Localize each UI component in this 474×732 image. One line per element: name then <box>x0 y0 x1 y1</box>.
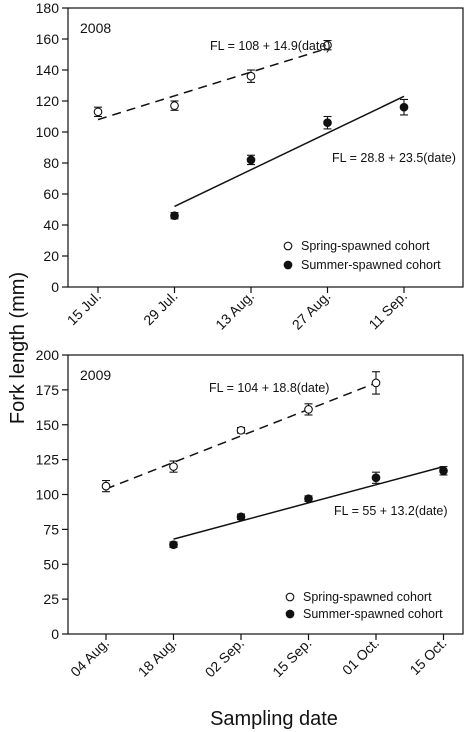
fit-equation: FL = 28.8 + 23.5(date) <box>332 151 456 165</box>
x-tick-label: 15 Jul. <box>64 288 104 328</box>
panel-label: 2009 <box>80 367 111 383</box>
data-point-summer <box>399 102 409 112</box>
y-tick-label: 140 <box>36 62 60 78</box>
data-point-spring <box>236 425 246 435</box>
y-tick-label: 20 <box>43 248 59 264</box>
data-point-summer <box>236 512 246 522</box>
fit-equation: FL = 104 + 18.8(date) <box>209 381 329 395</box>
y-tick-label: 40 <box>43 217 59 233</box>
data-point-summer <box>170 211 179 221</box>
x-tick-label: 04 Aug. <box>67 635 112 680</box>
data-point-spring <box>246 71 256 81</box>
legend-label: Summer-spawned cohort <box>301 258 441 272</box>
y-tick-label: 50 <box>43 556 59 572</box>
data-point-summer <box>304 494 313 504</box>
y-tick-label: 180 <box>36 0 60 16</box>
panel-2008: 0 20 40 60 80 100 120 140 160 180 15 Jul. 29 Jul. 13… <box>36 0 464 333</box>
x-tick-label: 18 Aug. <box>135 635 180 680</box>
y-tick-label: 200 <box>36 347 60 363</box>
data-point-summer <box>439 466 448 476</box>
data-point-spring <box>169 462 178 471</box>
legend-marker <box>285 609 295 619</box>
legend-label: Spring-spawned cohort <box>303 590 432 604</box>
y-tick-label: 160 <box>36 31 60 47</box>
data-point-spring <box>323 40 332 50</box>
legend-label: Spring-spawned cohort <box>301 239 430 253</box>
panel-2009: 0 25 50 75 100 125 150 175 200 04 Aug. 18 Aug. 02 S… <box>36 347 464 680</box>
regression-line-spring <box>105 382 377 490</box>
x-axis-label: Sampling date <box>210 708 338 730</box>
data-point-spring <box>101 481 111 491</box>
legend-marker <box>283 260 293 270</box>
x-tick-label: 15 Oct. <box>406 635 449 678</box>
y-tick-label: 150 <box>36 417 60 433</box>
legend-label: Summer-spawned cohort <box>303 607 443 621</box>
x-tick-label: 01 Oct. <box>339 635 382 678</box>
y-tick-label: 60 <box>43 186 59 202</box>
data-point-summer <box>169 540 178 550</box>
y-tick-label: 125 <box>36 452 60 468</box>
y-tick-label: 120 <box>36 93 60 109</box>
x-tick-label: 02 Sep. <box>202 635 247 680</box>
y-tick-label: 100 <box>36 124 60 140</box>
fit-equation: FL = 108 + 14.9(date) <box>210 39 330 53</box>
y-axis-label: Fork length (mm) <box>7 272 29 424</box>
y-tick-label: 75 <box>43 521 59 537</box>
regression-line-spring <box>97 47 328 121</box>
y-tick-label: 100 <box>36 487 60 503</box>
x-tick-label: 27 Aug. <box>289 288 334 333</box>
x-tick-label: 13 Aug. <box>212 288 257 333</box>
y-tick-label: 25 <box>43 591 59 607</box>
data-point-spring <box>371 378 381 388</box>
legend-marker <box>283 241 293 251</box>
y-tick-label: 175 <box>36 382 60 398</box>
fit-equation: FL = 55 + 13.2(date) <box>334 504 448 518</box>
data-point-spring <box>304 405 313 414</box>
x-tick-label: 15 Sep. <box>269 635 314 680</box>
plot-frame <box>67 7 464 288</box>
regression-line-summer <box>174 95 405 208</box>
data-point-summer <box>246 155 256 165</box>
data-point-spring <box>93 107 103 117</box>
data-point-summer <box>371 473 381 483</box>
y-tick-label: 80 <box>43 155 59 171</box>
data-point-summer <box>323 118 332 128</box>
y-tick-label: 0 <box>51 626 59 642</box>
panel-label: 2008 <box>80 20 111 36</box>
data-point-spring <box>170 101 179 110</box>
x-tick-label: 11 Sep. <box>365 288 410 333</box>
y-tick-label: 0 <box>51 279 59 295</box>
legend-marker <box>285 592 295 602</box>
x-tick-label: 29 Jul. <box>140 288 180 328</box>
